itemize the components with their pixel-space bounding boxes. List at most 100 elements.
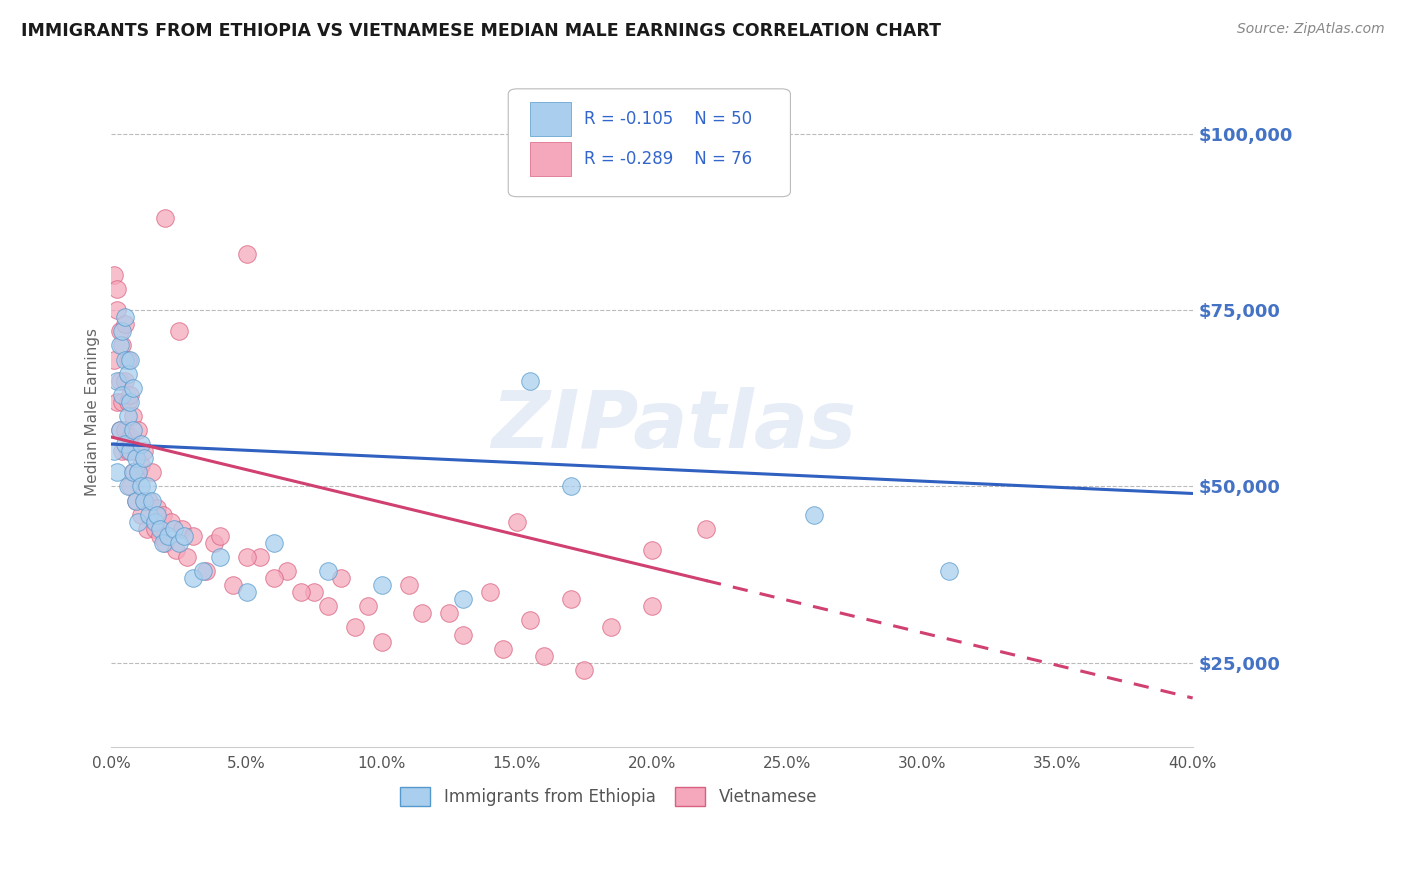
Point (193, 564, 215, 578)
Point (117, 352, 139, 367)
Legend: Immigrants from Ethiopia, Vietnamese: Immigrants from Ethiopia, Vietnamese (394, 780, 824, 813)
Point (141, 493, 163, 508)
Point (129, 479, 152, 493)
Point (132, 493, 155, 508)
Point (103, 444, 125, 458)
Point (138, 508, 160, 522)
Point (938, 564, 960, 578)
Point (122, 381, 145, 395)
Point (302, 585, 325, 599)
Point (122, 409, 145, 423)
Point (398, 578, 420, 592)
Point (146, 508, 169, 522)
Point (125, 451, 148, 466)
Point (316, 599, 339, 614)
Point (143, 515, 166, 529)
Point (176, 549, 198, 564)
Point (122, 466, 145, 480)
Point (120, 394, 142, 409)
Point (127, 466, 149, 480)
Point (111, 388, 134, 402)
Point (155, 211, 177, 226)
Point (560, 592, 582, 607)
Point (132, 493, 155, 508)
Point (105, 466, 128, 480)
Point (111, 324, 134, 338)
Point (803, 508, 825, 522)
Point (127, 423, 149, 437)
Point (162, 522, 184, 536)
Point (157, 529, 180, 543)
Point (290, 585, 312, 599)
Point (122, 466, 145, 480)
Point (108, 423, 131, 437)
Point (155, 536, 177, 550)
Point (132, 451, 155, 466)
Point (249, 549, 271, 564)
Point (103, 268, 125, 282)
Point (574, 663, 596, 677)
Point (127, 515, 149, 529)
Text: ZIPatlas: ZIPatlas (491, 387, 856, 465)
Point (141, 466, 163, 480)
Point (195, 564, 218, 578)
Point (125, 444, 148, 458)
Point (451, 627, 474, 641)
Point (105, 394, 128, 409)
Point (357, 599, 380, 614)
Point (117, 444, 139, 458)
Point (117, 409, 139, 423)
Point (506, 515, 529, 529)
Point (165, 542, 187, 557)
Point (202, 536, 225, 550)
Point (411, 607, 433, 621)
Point (111, 394, 134, 409)
Point (117, 394, 139, 409)
Point (235, 549, 257, 564)
Point (138, 493, 160, 508)
Point (152, 536, 174, 550)
Point (149, 522, 172, 536)
Point (125, 493, 148, 508)
Point (114, 374, 136, 388)
Point (451, 592, 474, 607)
Point (316, 564, 339, 578)
Point (132, 444, 155, 458)
Point (108, 324, 131, 338)
Y-axis label: Median Male Earnings: Median Male Earnings (86, 328, 100, 496)
Point (135, 479, 157, 493)
Point (492, 641, 515, 656)
Point (263, 571, 285, 585)
Point (208, 549, 231, 564)
Point (181, 571, 204, 585)
Point (120, 388, 142, 402)
Point (135, 522, 157, 536)
Point (695, 522, 717, 536)
Point (114, 423, 136, 437)
Point (125, 493, 148, 508)
Point (114, 310, 136, 325)
Point (117, 367, 139, 381)
Point (276, 564, 298, 578)
Point (533, 648, 555, 663)
Point (120, 430, 142, 444)
Point (146, 500, 169, 515)
Point (208, 529, 231, 543)
Point (519, 614, 541, 628)
Point (149, 529, 172, 543)
Point (105, 374, 128, 388)
Point (120, 444, 142, 458)
Point (478, 585, 501, 599)
Point (160, 515, 183, 529)
Point (103, 352, 125, 367)
Point (120, 479, 142, 493)
Point (120, 352, 142, 367)
Point (330, 571, 353, 585)
Text: IMMIGRANTS FROM ETHIOPIA VS VIETNAMESE MEDIAN MALE EARNINGS CORRELATION CHART: IMMIGRANTS FROM ETHIOPIA VS VIETNAMESE M… (21, 22, 941, 40)
Point (370, 578, 392, 592)
Point (105, 282, 128, 296)
Point (111, 338, 134, 352)
Point (235, 585, 257, 599)
Text: R = -0.105    N = 50: R = -0.105 N = 50 (583, 110, 752, 128)
Point (343, 620, 366, 634)
